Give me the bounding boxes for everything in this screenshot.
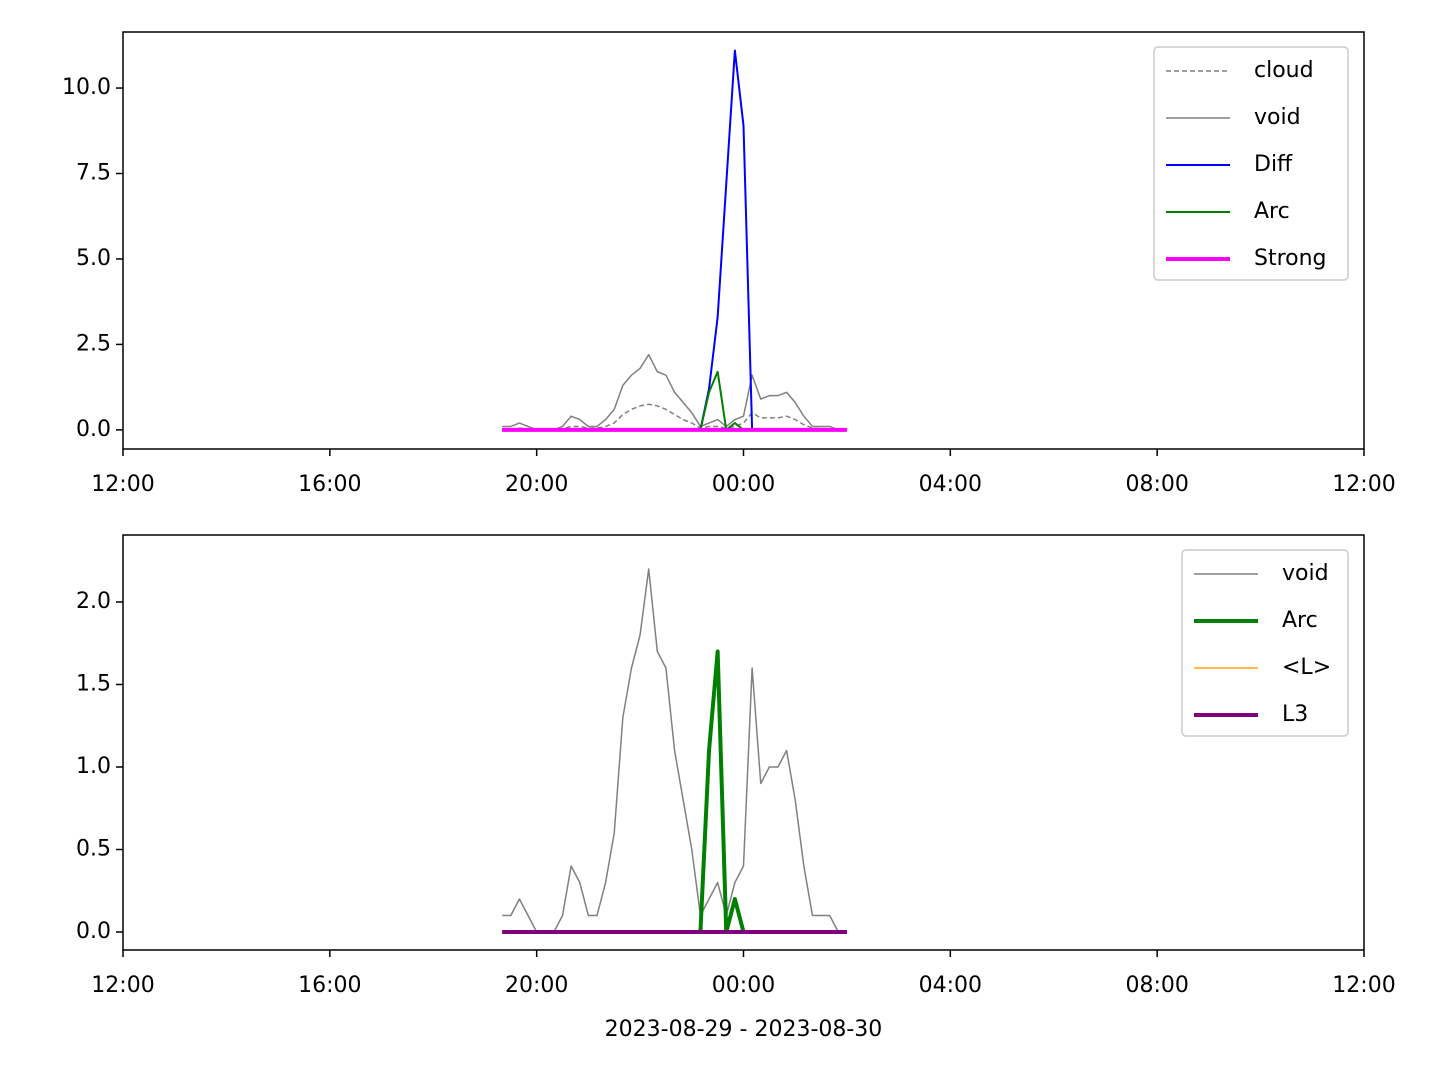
x-tick-label: 08:00 [1125, 472, 1188, 497]
series-line [502, 49, 847, 431]
series-line [502, 353, 847, 431]
y-tick-label: 0.5 [76, 837, 111, 862]
legend-label: Strong [1254, 246, 1327, 271]
legend: cloud void Diff Arc Strong [1153, 46, 1349, 281]
legend-label: void [1282, 561, 1329, 586]
x-axis-label: 2023-08-29 - 2023-08-30 [605, 1017, 883, 1042]
series-line [502, 370, 847, 431]
y-tick-label: 0.0 [76, 919, 111, 944]
legend-label: <L> [1282, 655, 1331, 680]
x-tick-label: 08:00 [1125, 973, 1188, 998]
axes: 0.0 2.5 5.0 7.5 10.0 12:00 16:00 20:00 00:00 04:0… [62, 75, 1396, 497]
legend-label: Arc [1282, 608, 1318, 633]
x-tick-label: 12:00 [1332, 472, 1395, 497]
series-line [502, 403, 847, 431]
x-tick-label: 04:00 [919, 973, 982, 998]
x-tick-label: 16:00 [298, 472, 361, 497]
axes-frame [122, 534, 1365, 951]
y-tick-label: 0.0 [76, 417, 111, 442]
y-tick-label: 1.0 [76, 754, 111, 779]
y-tick-label: 7.5 [76, 161, 111, 186]
legend-box [1153, 46, 1349, 281]
y-tick-label: 10.0 [62, 75, 111, 100]
x-tick-label: 04:00 [919, 472, 982, 497]
x-tick-label: 20:00 [505, 472, 568, 497]
x-tick-label: 00:00 [712, 973, 775, 998]
legend-label: void [1254, 105, 1301, 130]
y-tick-label: 2.0 [76, 589, 111, 614]
x-tick-label: 16:00 [298, 973, 361, 998]
legend-box [1181, 549, 1349, 737]
legend-label: Diff [1254, 152, 1293, 177]
x-tick-label: 12:00 [1332, 973, 1395, 998]
legend-label: Arc [1254, 199, 1290, 224]
series-line [502, 568, 847, 933]
x-tick-label: 20:00 [505, 973, 568, 998]
axes-frame [122, 31, 1365, 450]
x-tick-label: 00:00 [712, 472, 775, 497]
x-tick-label: 12:00 [91, 472, 154, 497]
legend-label: cloud [1254, 58, 1314, 83]
y-tick-label: 2.5 [76, 331, 111, 356]
legend: void Arc <L> L3 [1181, 549, 1349, 737]
axes: 0.0 0.5 1.0 1.5 2.0 12:00 16:00 20:00 00:00 04:00… [76, 589, 1396, 1042]
y-tick-label: 5.0 [76, 246, 111, 271]
legend-label: L3 [1282, 702, 1308, 727]
y-tick-label: 1.5 [76, 671, 111, 696]
series-line [502, 649, 847, 935]
x-tick-label: 12:00 [91, 973, 154, 998]
